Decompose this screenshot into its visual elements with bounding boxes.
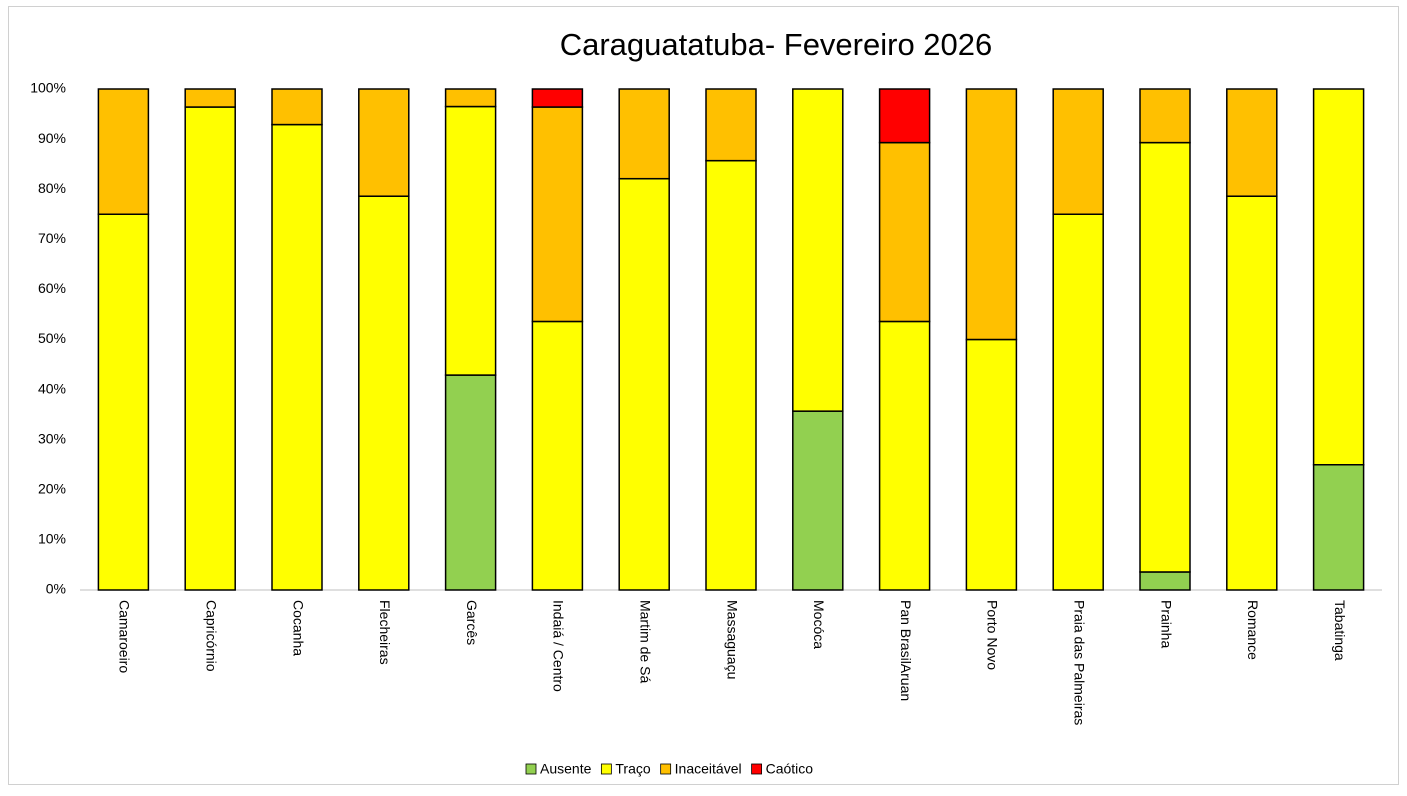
bar-segment xyxy=(444,105,497,376)
y-tick-label: 80% xyxy=(38,180,66,196)
bar-segment xyxy=(184,88,236,108)
bar-segment xyxy=(531,106,584,323)
x-tick-label: Romance xyxy=(1245,600,1261,660)
bar-segment xyxy=(965,338,1018,591)
x-tick-label: Martim de Sá xyxy=(637,600,653,683)
y-tick-label: 30% xyxy=(38,430,66,446)
bar-segment xyxy=(444,88,497,108)
bar-segment xyxy=(271,123,323,591)
bar-segment xyxy=(1139,141,1191,573)
y-tick-label: 90% xyxy=(38,130,66,146)
legend-swatch xyxy=(600,763,612,775)
legend-label: Inaceitável xyxy=(675,761,742,777)
bar-segment xyxy=(878,141,931,323)
x-tick-label: Indaiá / Centro xyxy=(551,600,567,692)
legend-swatch xyxy=(660,763,672,775)
bar-segment xyxy=(97,213,150,591)
bar-segment xyxy=(184,106,236,591)
bar-segment xyxy=(965,88,1018,341)
legend-label: Ausente xyxy=(540,761,592,777)
legend-label: Caótico xyxy=(766,761,814,777)
bar-segment xyxy=(618,177,670,591)
legend-label: Traço xyxy=(615,761,650,777)
bar-segment xyxy=(531,320,584,591)
bar-segment xyxy=(271,88,323,126)
bar-segment xyxy=(705,88,757,162)
y-tick-label: 10% xyxy=(38,531,66,547)
bar-segment xyxy=(531,88,584,108)
bar-segment xyxy=(1139,571,1191,591)
bar-segment xyxy=(1052,213,1104,591)
y-tick-label: 60% xyxy=(38,280,66,296)
x-tick-label: Prainha xyxy=(1158,600,1174,648)
bar-segment xyxy=(97,88,150,215)
bar-segment xyxy=(792,88,844,412)
legend-swatch xyxy=(751,763,762,775)
bar-segment xyxy=(878,88,931,144)
x-tick-label: Garcês xyxy=(464,600,480,645)
y-tick-label: 100% xyxy=(30,80,66,96)
bar-segment xyxy=(444,374,497,591)
bar-segment xyxy=(1226,195,1278,591)
bar-segment xyxy=(1312,88,1365,466)
bar-segment xyxy=(1052,88,1104,215)
x-tick-label: Mocóca xyxy=(811,600,827,649)
bar-segment xyxy=(878,320,931,591)
chart-title: Caraguatatuba- Fevereiro 2026 xyxy=(560,27,993,62)
x-tick-label: Flecheiras xyxy=(377,600,393,665)
bar-segment xyxy=(358,88,410,197)
x-tick-label: Cocanha xyxy=(290,600,306,656)
x-tick-label: Porto Novo xyxy=(985,600,1001,670)
x-tick-label: Capricórnio xyxy=(203,600,219,672)
y-tick-label: 50% xyxy=(38,330,66,346)
bar-segment xyxy=(618,88,670,180)
legend-swatch xyxy=(525,763,537,775)
y-tick-label: 0% xyxy=(46,581,66,597)
bar-segment xyxy=(1226,88,1278,197)
bar-segment xyxy=(705,159,757,591)
y-tick-label: 40% xyxy=(38,380,66,396)
bar-segment xyxy=(358,195,410,591)
x-tick-label: Praia das Palmeiras xyxy=(1071,600,1087,725)
x-tick-label: Massaguaçu xyxy=(724,600,740,679)
x-tick-label: Camaroeiro xyxy=(117,600,133,673)
x-tick-label: Tabatinga xyxy=(1332,600,1348,661)
x-tick-label: Pan BrasilAruan xyxy=(898,600,914,701)
bar-segment xyxy=(1312,464,1365,591)
bar-segment xyxy=(792,410,844,591)
y-tick-label: 70% xyxy=(38,230,66,246)
y-tick-label: 20% xyxy=(38,481,66,497)
bar-segment xyxy=(1139,88,1191,144)
